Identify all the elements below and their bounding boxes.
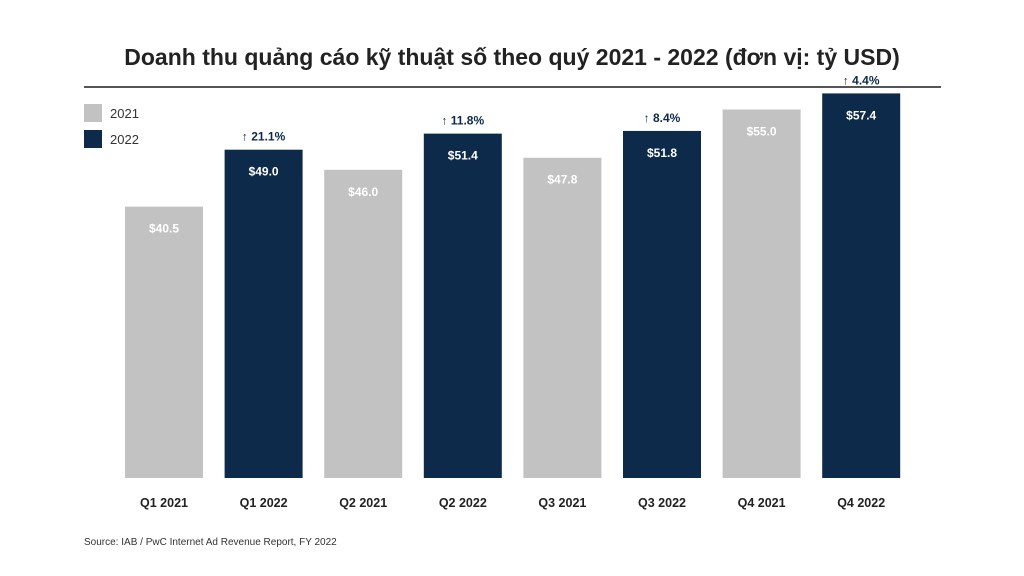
- tick-label-q2-2022: Q2 2022: [439, 496, 487, 510]
- legend-item-2022: 2022: [84, 130, 139, 148]
- tick-label-q1-2021: Q1 2021: [140, 496, 188, 510]
- legend-swatch-2022: [84, 130, 102, 148]
- legend-label-2021: 2021: [110, 105, 139, 121]
- bar-q1-2021: [125, 206, 203, 478]
- bar-q3-2021: [523, 157, 602, 479]
- chart-title: Doanh thu quảng cáo kỹ thuật số theo quý…: [124, 44, 900, 70]
- growth-label-q2-2022: ↑ 11.8%: [441, 114, 484, 128]
- value-label-q3-2021: $47.8: [547, 173, 577, 187]
- bar-q2-2021: [324, 169, 403, 479]
- value-label-q4-2021: $55.0: [747, 125, 777, 139]
- value-label-q1-2021: $40.5: [149, 222, 179, 236]
- bar-q4-2021: [722, 109, 801, 478]
- tick-label-q3-2022: Q3 2022: [638, 496, 686, 510]
- growth-label-q4-2022: ↑ 4.4%: [843, 73, 880, 87]
- bar-q1-2022: [224, 149, 303, 478]
- legend-label-2022: 2022: [110, 131, 139, 147]
- tick-label-q1-2022: Q1 2022: [240, 496, 288, 510]
- value-label-q4-2022: $57.4: [846, 108, 876, 122]
- legend: 2021 2022: [84, 104, 139, 156]
- legend-swatch-2021: [84, 104, 102, 122]
- growth-label-q1-2022: ↑ 21.1%: [242, 130, 286, 144]
- tick-label-q4-2022: Q4 2022: [837, 496, 885, 510]
- bar-q2-2022: [423, 133, 502, 478]
- value-label-q2-2021: $46.0: [348, 185, 378, 199]
- growth-label-q3-2022: ↑ 8.4%: [644, 111, 681, 125]
- source-note: Source: IAB / PwC Internet Ad Revenue Re…: [84, 537, 337, 548]
- legend-item-2021: 2021: [84, 104, 139, 122]
- tick-label-q2-2021: Q2 2021: [339, 496, 387, 510]
- bar-q3-2022: [623, 130, 701, 478]
- value-label-q1-2022: $49.0: [249, 165, 279, 179]
- title-divider: [84, 86, 941, 88]
- value-label-q2-2022: $51.4: [448, 149, 478, 163]
- value-label-q3-2022: $51.8: [647, 146, 677, 160]
- tick-label-q3-2021: Q3 2021: [538, 496, 586, 510]
- tick-label-q4-2021: Q4 2021: [738, 496, 786, 510]
- bar-q4-2022: [822, 93, 901, 479]
